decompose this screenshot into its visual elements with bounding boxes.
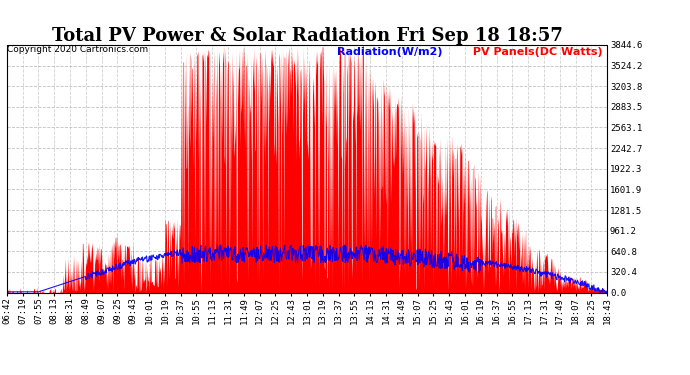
Title: Total PV Power & Solar Radiation Fri Sep 18 18:57: Total PV Power & Solar Radiation Fri Sep… [52, 27, 562, 45]
Text: Radiation(W/m2): Radiation(W/m2) [337, 48, 442, 57]
Text: PV Panels(DC Watts): PV Panels(DC Watts) [469, 48, 603, 57]
Text: Copyright 2020 Cartronics.com: Copyright 2020 Cartronics.com [7, 45, 148, 54]
